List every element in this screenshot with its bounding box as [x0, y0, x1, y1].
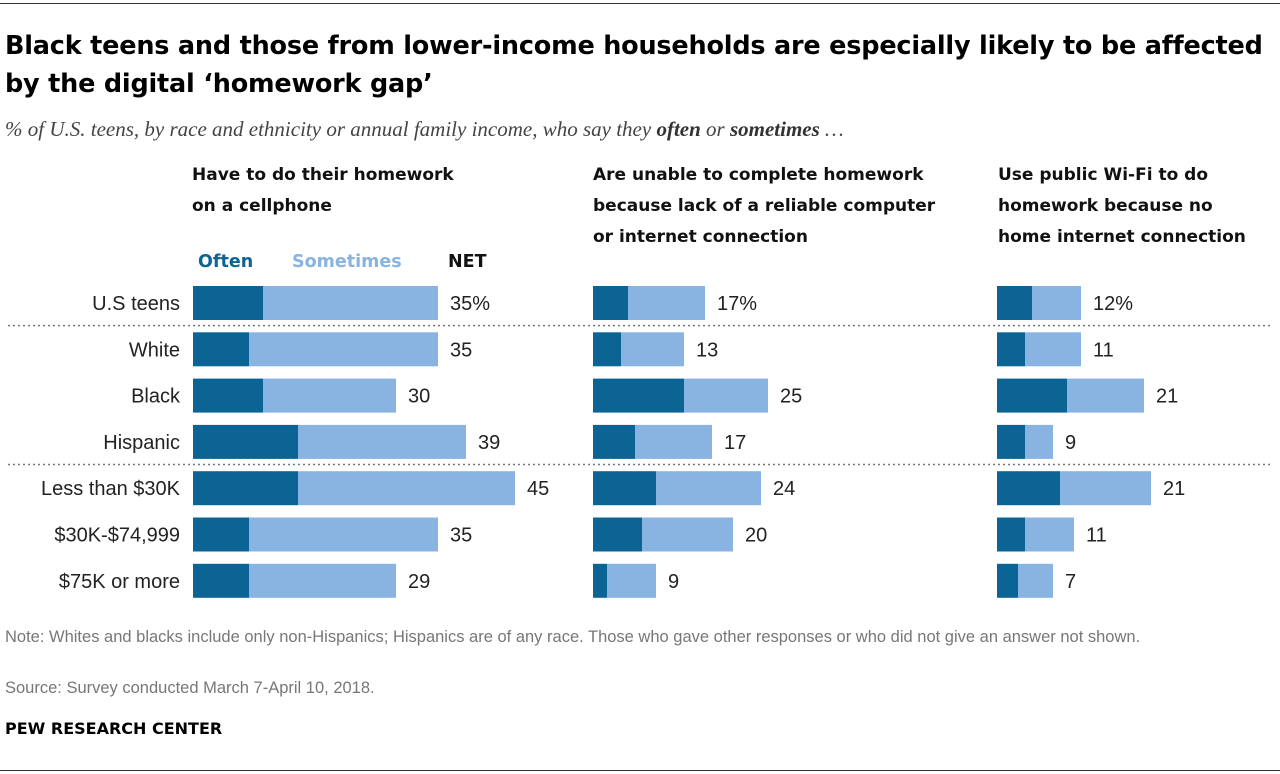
bar-sometimes — [1025, 424, 1053, 459]
bar-sometimes — [621, 332, 684, 367]
category-label: $30K-$74,999 — [54, 525, 180, 547]
bar-sometimes — [684, 378, 768, 413]
net-value-label: 21 — [1163, 478, 1185, 500]
bar-often — [593, 517, 642, 552]
bar-often — [593, 332, 621, 367]
panel-3-title-line: Use public Wi-Fi to do — [998, 165, 1209, 185]
chart-source: Source: Survey conducted March 7-April 1… — [5, 679, 375, 697]
panel-3-title: Use public Wi-Fi to do homework because … — [998, 160, 1246, 253]
bar-often — [193, 424, 298, 459]
subtitle-often: often — [656, 117, 701, 141]
net-value-label: 11 — [1093, 339, 1114, 361]
net-value-label: 35 — [450, 339, 472, 361]
bar-sometimes — [1032, 286, 1081, 320]
bar-often — [193, 332, 249, 367]
panel-2-title-line: Are unable to complete homework — [593, 165, 924, 185]
category-label: $75K or more — [59, 571, 180, 593]
bar-often — [997, 471, 1060, 506]
category-label: Less than $30K — [41, 478, 181, 500]
net-value-label: 35% — [450, 293, 490, 315]
net-value-label: 24 — [773, 478, 795, 500]
net-value-label: 9 — [668, 571, 679, 593]
net-value-label: 17 — [724, 432, 746, 454]
bar-often — [593, 471, 656, 506]
net-value-label: 21 — [1156, 386, 1178, 408]
bar-often — [593, 378, 684, 413]
top-rule — [0, 3, 1280, 4]
bar-often — [193, 471, 298, 506]
subtitle-sometimes: sometimes — [729, 117, 820, 141]
subtitle-middle: or — [700, 117, 730, 141]
chart-subtitle: % of U.S. teens, by race and ethnicity o… — [5, 117, 844, 142]
net-value-label: 25 — [780, 386, 802, 408]
bar-often — [193, 517, 249, 552]
bar-often — [193, 286, 263, 320]
panel-3-title-line: homework because no — [998, 196, 1213, 216]
bar-sometimes — [607, 563, 656, 598]
category-label: U.S teens — [92, 293, 180, 315]
bar-often — [997, 517, 1025, 552]
subtitle-prefix: % of U.S. teens, by race and ethnicity o… — [5, 117, 657, 141]
bar-often — [997, 286, 1032, 320]
bar-sometimes — [635, 424, 712, 459]
bottom-rule — [0, 770, 1280, 771]
bar-sometimes — [263, 378, 396, 413]
panel-1-title-line: on a cellphone — [192, 196, 332, 216]
bar-sometimes — [1060, 471, 1151, 506]
panel-3-title-line: home internet connection — [998, 227, 1246, 247]
subtitle-suffix: … — [819, 117, 844, 141]
net-value-label: 35 — [450, 525, 472, 547]
bar-sometimes — [249, 332, 438, 367]
net-value-label: 30 — [408, 386, 430, 408]
bar-often — [997, 332, 1025, 367]
legend-sometimes: Sometimes — [292, 252, 402, 272]
panel-2-title-line: or internet connection — [593, 227, 808, 247]
bar-sometimes — [298, 471, 515, 506]
category-label: Black — [131, 386, 181, 408]
bar-sometimes — [249, 563, 396, 598]
bar-often — [997, 424, 1025, 459]
legend-often: Often — [198, 252, 254, 272]
net-value-label: 7 — [1065, 571, 1076, 593]
legend-net: NET — [448, 252, 487, 272]
bar-sometimes — [1025, 517, 1074, 552]
bar-often — [593, 424, 635, 459]
net-value-label: 45 — [527, 478, 549, 500]
net-value-label: 39 — [478, 432, 500, 454]
net-value-label: 9 — [1065, 432, 1076, 454]
panel-2-title: Are unable to complete homework because … — [593, 160, 935, 253]
publisher-logo-text: PEW RESEARCH CENTER — [5, 719, 223, 738]
bar-sometimes — [628, 286, 705, 320]
panel-2-title-line: because lack of a reliable computer — [593, 196, 936, 216]
chart-note: Note: Whites and blacks include only non… — [5, 628, 1141, 646]
bar-sometimes — [1018, 563, 1053, 598]
bar-sometimes — [1067, 378, 1144, 413]
net-value-label: 13 — [696, 339, 718, 361]
bar-sometimes — [642, 517, 733, 552]
panel-1-title-line: Have to do their homework — [192, 165, 454, 185]
net-value-label: 29 — [408, 571, 430, 593]
bar-sometimes — [656, 471, 761, 506]
net-value-label: 20 — [745, 525, 767, 547]
net-value-label: 12% — [1093, 293, 1133, 315]
net-value-label: 17% — [717, 293, 757, 315]
category-label: Hispanic — [103, 432, 180, 454]
bar-sometimes — [263, 286, 438, 320]
bar-sometimes — [249, 517, 438, 552]
chart-title: Black teens and those from lower-income … — [5, 31, 1263, 99]
net-value-label: 11 — [1086, 525, 1107, 547]
bar-sometimes — [1025, 332, 1081, 367]
bar-often — [997, 378, 1067, 413]
bar-often — [593, 563, 607, 598]
bar-sometimes — [298, 424, 466, 459]
panel-1-title: Have to do their homework on a cellphone — [192, 160, 454, 222]
bar-often — [997, 563, 1018, 598]
category-label: White — [129, 339, 180, 361]
bar-often — [193, 378, 263, 413]
bar-often — [593, 286, 628, 320]
bar-often — [193, 563, 249, 598]
